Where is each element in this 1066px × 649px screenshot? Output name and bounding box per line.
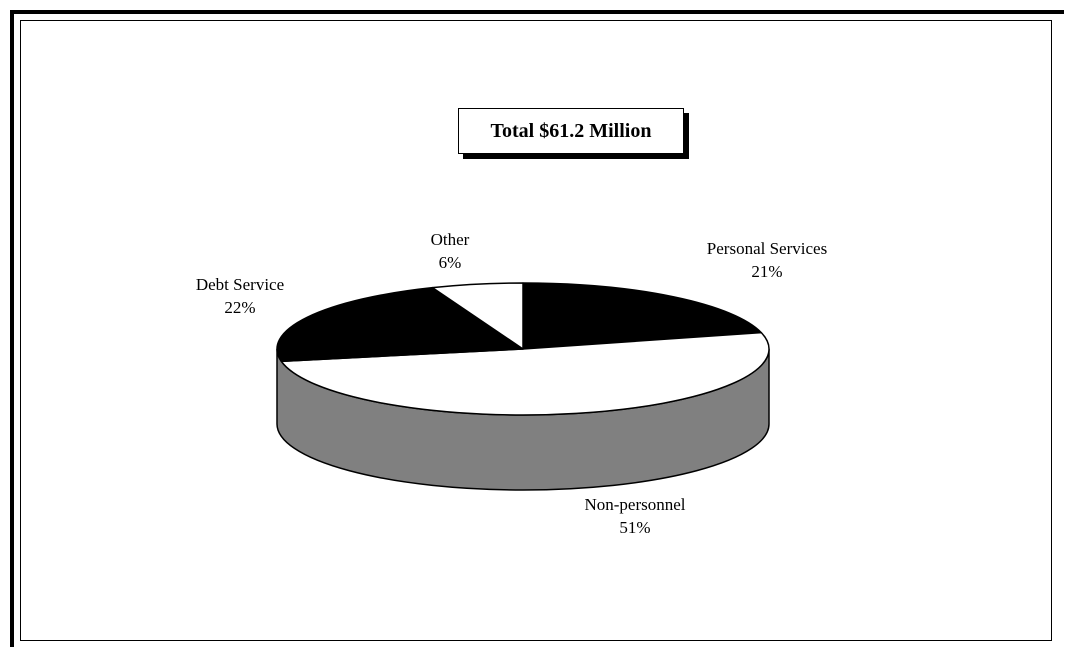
- pie-slice-non-personnel: [280, 331, 770, 416]
- chart-area: [20, 20, 1052, 641]
- pie-slice-other: [431, 282, 524, 350]
- slice-percent: 51%: [619, 518, 651, 537]
- chart-title: Total $61.2 Million: [458, 108, 684, 154]
- slice-percent: 6%: [438, 253, 462, 272]
- pie-slice-debt-service: [276, 286, 524, 363]
- slice-label-other: Other 6%: [400, 228, 500, 274]
- slice-name: Other: [430, 230, 470, 249]
- slice-name: Non-personnel: [584, 495, 686, 514]
- slice-name: Debt Service: [195, 275, 285, 294]
- slice-label-debt-service: Debt Service 22%: [170, 273, 310, 319]
- slice-label-non-personnel: Non-personnel 51%: [560, 493, 710, 539]
- slice-name: Personal Services: [706, 239, 828, 258]
- slice-percent: 22%: [224, 298, 256, 317]
- slice-label-personal-services: Personal Services 21%: [672, 237, 862, 283]
- pie-slice-personal-services: [522, 282, 763, 350]
- slice-percent: 21%: [751, 262, 783, 281]
